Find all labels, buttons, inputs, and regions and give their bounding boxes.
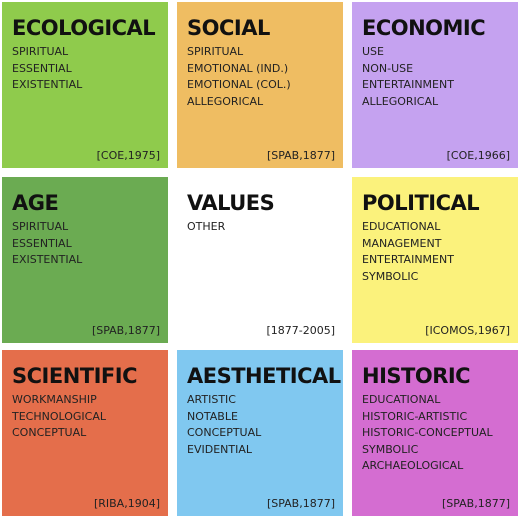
tile: SOCIAL SPIRITUAL EMOTIONAL (IND.) EMOTIONAL… [177,2,343,168]
tile-reference: [1877-2005] [266,324,335,337]
tile-item: SYMBOLIC [362,269,419,283]
tile-item: SPIRITUAL [12,45,69,58]
tile-item: EVIDENTIAL [187,442,252,456]
tile-item: HISTORIC-ARTISTIC [362,409,468,423]
tile-item: EDUCATIONAL [362,393,441,406]
tile-item: EXISTENTIAL [12,253,83,266]
tile-item: ENTERTAINMENT [362,253,454,266]
tile-reference: [ICOMOS,1967] [425,324,510,337]
tile: POLITICAL EDUCATIONAL MANAGEMENT ENTERTAINM… [352,177,518,343]
tile-item: ALLEGORICAL [362,94,439,108]
tile: HISTORIC EDUCATIONAL HISTORIC-ARTISTIC HIST… [352,350,518,516]
tile-item: OTHER [187,220,226,233]
tile-item: EDUCATIONAL [362,220,441,233]
tile-item: ESSENTIAL [12,236,72,250]
tile-reference: [COE,1966] [446,149,510,162]
tile-item: USE [362,45,384,58]
tile-title: AGE [12,191,59,215]
tile-item: EMOTIONAL (COL.) [187,78,291,91]
tile: ECONOMIC USE NON-USE ENTERTAINMENT ALLEGORIC… [352,2,518,168]
tile-item: SPIRITUAL [12,220,69,233]
tile-title: AESTHETICAL [187,364,341,388]
tile-title: SCIENTIFIC [12,364,137,388]
tile-item: NOTABLE [187,409,238,423]
tile-item: TECHNOLOGICAL [12,409,107,423]
tile-reference: [SPAB,1877] [441,497,510,510]
tile: AGE SPIRITUAL ESSENTIAL EXISTENTIAL [SPAB,18… [2,177,168,343]
tile-item: EMOTIONAL (IND.) [187,61,289,75]
tile-reference: [SPAB,1877] [91,324,160,337]
tile-item: ENTERTAINMENT [362,78,454,91]
tile-reference: [SPAB,1877] [266,497,335,510]
tile: SCIENTIFIC WORKMANSHIP TECHNOLOGICAL CONCEP… [2,350,168,516]
tile-item: NON-USE [362,61,414,75]
tile-reference: [RIBA,1904] [93,497,160,510]
tile-item: ARTISTIC [187,393,236,406]
tile: VALUES OTHER [1877-2005] [177,177,343,343]
tile-item: SYMBOLIC [362,442,419,456]
tile-item: ESSENTIAL [12,61,72,75]
tile-title: ECOLOGICAL [12,16,156,40]
tile-item: HISTORIC-CONCEPTUAL [362,426,493,439]
tile-item: CONCEPTUAL [12,426,87,439]
tile-title: POLITICAL [362,191,480,215]
tile-item: ALLEGORICAL [187,94,264,108]
tile-item: WORKMANSHIP [12,393,97,406]
tile: ECOLOGICAL SPIRITUAL ESSENTIAL EXISTENTIAL [… [2,2,168,168]
tile-reference: [COE,1975] [96,149,160,162]
tile-title: HISTORIC [362,364,471,388]
tile-title: VALUES [187,191,275,215]
tile: AESTHETICAL ARTISTIC NOTABLE CONCEPTUAL EVID… [177,350,343,516]
tile-item: EXISTENTIAL [12,78,83,91]
tile-item: CONCEPTUAL [187,426,262,439]
tile-title: ECONOMIC [362,16,486,40]
tile-item: SPIRITUAL [187,45,244,58]
tile-reference: [SPAB,1877] [266,149,335,162]
tile-item: ARCHAEOLOGICAL [362,459,464,472]
tile-title: SOCIAL [187,16,270,40]
tile-item: MANAGEMENT [362,236,442,250]
